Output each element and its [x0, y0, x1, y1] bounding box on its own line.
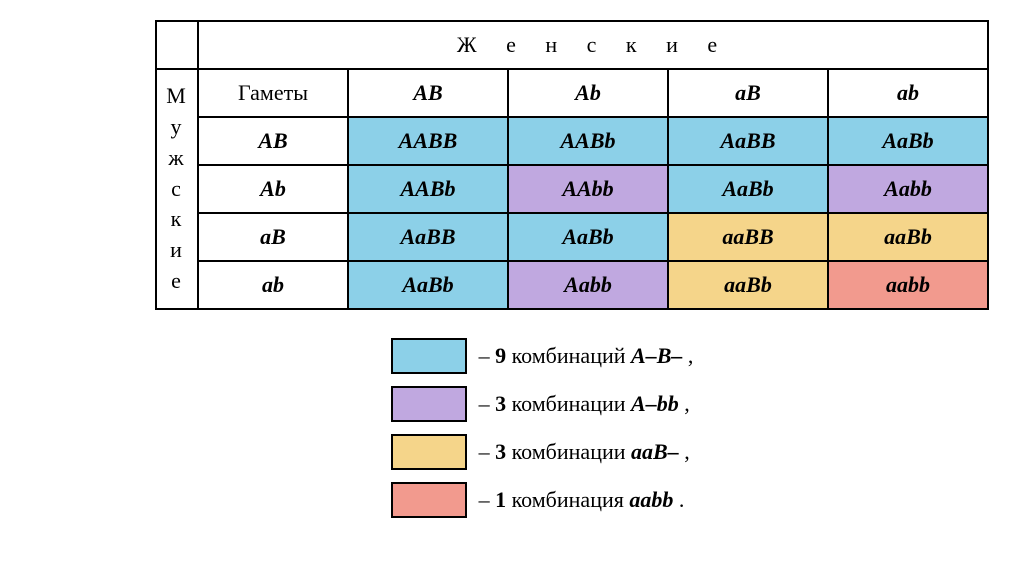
legend-word: комбинация [512, 487, 624, 512]
table-row: Ab AABb AAbb AaBb Aabb [156, 165, 988, 213]
legend-text: – 9 комбинаций A–B– , [479, 343, 694, 369]
legend-item: – 3 комбинации aaB– , [391, 434, 694, 470]
geno-cell: aabb [828, 261, 988, 309]
row-gamete: ab [198, 261, 348, 309]
male-label: М у ж с к и е [156, 69, 198, 309]
legend-dash: – [479, 487, 490, 512]
legend-swatch [391, 482, 467, 518]
geno-cell: AaBb [668, 165, 828, 213]
legend-dash: – [479, 391, 490, 416]
table-row: aB AaBB AaBb aaBB aaBb [156, 213, 988, 261]
legend-item: – 3 комбинации A–bb , [391, 386, 694, 422]
col-gamete: aB [668, 69, 828, 117]
geno-cell: AABb [348, 165, 508, 213]
legend-tail: , [688, 343, 694, 368]
legend-item: – 1 комбинация aabb . [391, 482, 694, 518]
legend-dash: – [479, 439, 490, 464]
legend-word: комбинации [512, 439, 626, 464]
row-gamete: AB [198, 117, 348, 165]
punnett-diagram: Ж е н с к и е М у ж с к и е Гаметы AB Ab… [20, 20, 1004, 518]
table-row: AB AABB AABb AaBB AaBb [156, 117, 988, 165]
female-label: Ж е н с к и е [198, 21, 988, 69]
row-gamete: aB [198, 213, 348, 261]
legend-pattern: A–bb [631, 391, 679, 416]
geno-cell: aaBB [668, 213, 828, 261]
table-row: ab AaBb Aabb aaBb aabb [156, 261, 988, 309]
table-row: М у ж с к и е Гаметы AB Ab aB ab [156, 69, 988, 117]
punnett-table: Ж е н с к и е М у ж с к и е Гаметы AB Ab… [155, 20, 989, 310]
legend-count: 1 [495, 487, 506, 512]
legend-word: комбинации [512, 391, 626, 416]
legend-count: 9 [495, 343, 506, 368]
table-row: Ж е н с к и е [156, 21, 988, 69]
legend: – 9 комбинаций A–B– , – 3 комбинации A–b… [391, 338, 694, 518]
legend-item: – 9 комбинаций A–B– , [391, 338, 694, 374]
geno-cell: Aabb [508, 261, 668, 309]
legend-text: – 1 комбинация aabb . [479, 487, 685, 513]
col-gamete: ab [828, 69, 988, 117]
geno-cell: AABB [348, 117, 508, 165]
geno-cell: AaBB [348, 213, 508, 261]
legend-tail: , [684, 439, 690, 464]
legend-text: – 3 комбинации aaB– , [479, 439, 690, 465]
geno-cell: Aabb [828, 165, 988, 213]
legend-swatch [391, 386, 467, 422]
gametes-label: Гаметы [198, 69, 348, 117]
legend-swatch [391, 338, 467, 374]
geno-cell: AAbb [508, 165, 668, 213]
geno-cell: aaBb [668, 261, 828, 309]
legend-swatch [391, 434, 467, 470]
legend-count: 3 [495, 391, 506, 416]
legend-count: 3 [495, 439, 506, 464]
geno-cell: AaBb [508, 213, 668, 261]
legend-word: комбинаций [512, 343, 626, 368]
legend-text: – 3 комбинации A–bb , [479, 391, 690, 417]
legend-tail: , [684, 391, 690, 416]
corner-cell [156, 21, 198, 69]
legend-pattern: aaB– [631, 439, 679, 464]
geno-cell: AABb [508, 117, 668, 165]
geno-cell: AaBb [828, 117, 988, 165]
geno-cell: AaBb [348, 261, 508, 309]
geno-cell: aaBb [828, 213, 988, 261]
legend-tail: . [679, 487, 685, 512]
col-gamete: Ab [508, 69, 668, 117]
col-gamete: AB [348, 69, 508, 117]
legend-pattern: A–B– [631, 343, 682, 368]
row-gamete: Ab [198, 165, 348, 213]
geno-cell: AaBB [668, 117, 828, 165]
legend-dash: – [479, 343, 490, 368]
legend-pattern: aabb [629, 487, 673, 512]
